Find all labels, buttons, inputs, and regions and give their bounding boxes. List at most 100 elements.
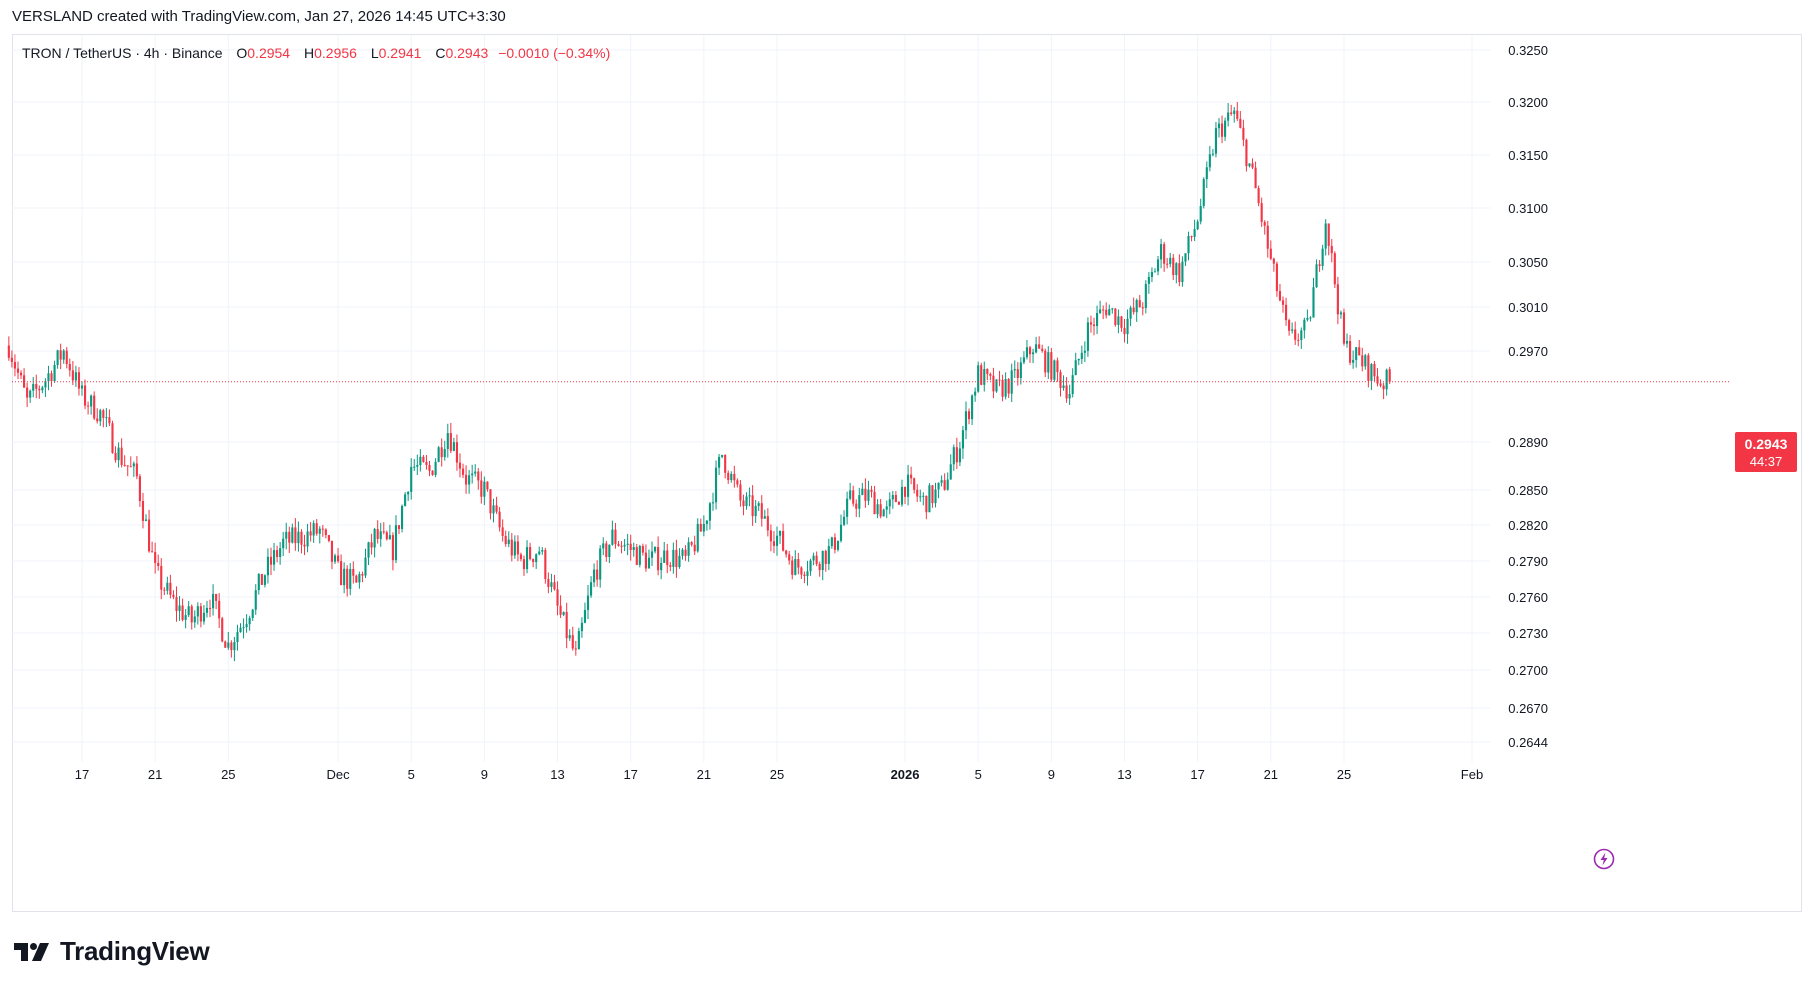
candle-body <box>1013 369 1016 371</box>
candle-body <box>593 569 596 583</box>
candle-body <box>1135 300 1138 313</box>
candle-body <box>885 506 888 510</box>
candle-body <box>370 542 373 548</box>
candle-body <box>26 387 29 398</box>
candle-body <box>882 509 885 517</box>
candle-body <box>1224 120 1227 137</box>
candle-body <box>992 375 995 392</box>
candle-body <box>818 564 821 571</box>
x-tick-label: 9 <box>481 767 488 782</box>
candle-body <box>1239 118 1242 128</box>
candle-body <box>190 606 193 623</box>
candle-body <box>248 617 251 625</box>
candle-body <box>1169 257 1172 265</box>
candle-body <box>754 505 757 517</box>
candle-body <box>638 546 641 565</box>
candle-body <box>602 543 605 549</box>
candle-body <box>413 466 416 468</box>
y-tick-label: 0.3150 <box>1508 148 1548 163</box>
y-tick-label: 0.3010 <box>1508 300 1548 315</box>
high-value: 0.2956 <box>314 45 357 61</box>
candle-body <box>346 568 349 589</box>
candle-body <box>437 447 440 462</box>
candle-body <box>474 471 477 474</box>
candle-body <box>1355 347 1358 360</box>
candle-body <box>74 372 77 381</box>
candle-body <box>800 567 803 575</box>
brand-footer[interactable]: TradingView <box>14 936 210 967</box>
candle-body <box>504 535 507 545</box>
candle-body <box>379 531 382 539</box>
candle-body <box>867 489 870 501</box>
symbol-label[interactable]: TRON / TetherUS · 4h · Binance <box>22 45 223 61</box>
candle-body <box>541 550 544 552</box>
y-tick-label: 0.3050 <box>1508 255 1548 270</box>
candle-body <box>1153 271 1157 273</box>
candle-body <box>852 490 855 504</box>
candle-body <box>10 357 13 363</box>
candle-body <box>1150 271 1154 278</box>
candle-body <box>1144 283 1147 308</box>
lightning-icon[interactable] <box>1593 848 1615 870</box>
candle-body <box>1080 352 1083 359</box>
candle-body <box>154 552 157 563</box>
candle-body <box>672 549 675 567</box>
candle-body <box>1199 205 1202 222</box>
candle-body <box>117 447 120 461</box>
candle-body <box>1291 329 1294 331</box>
candle-body <box>1385 369 1388 390</box>
candle-body <box>1324 223 1327 249</box>
candle-body <box>1019 362 1022 378</box>
candle-body <box>1214 128 1218 154</box>
candle-body <box>1120 316 1123 328</box>
candle-body <box>833 537 836 550</box>
candle-body <box>1172 257 1175 276</box>
candle-body <box>355 575 358 583</box>
candle-body <box>1339 312 1342 315</box>
candle-body <box>239 627 242 633</box>
candle-body <box>949 464 952 480</box>
candle-body <box>919 496 922 498</box>
candle-body <box>696 523 699 552</box>
candle-body <box>1345 340 1349 344</box>
candle-body <box>1245 139 1248 167</box>
candle-body <box>65 350 68 364</box>
candle-body <box>330 540 334 562</box>
candle-body <box>858 495 861 509</box>
candle-body <box>510 539 513 556</box>
x-tick-label: Feb <box>1461 767 1483 782</box>
candle-body <box>422 456 425 463</box>
candle-body <box>748 495 751 497</box>
candle-body <box>565 611 568 639</box>
candle-body <box>1050 352 1053 380</box>
candle-body <box>611 529 614 545</box>
candle-body <box>400 505 404 529</box>
candle-body <box>425 462 428 466</box>
candle-body <box>891 495 894 500</box>
candle-body <box>1016 369 1019 378</box>
candle-body <box>123 464 126 466</box>
y-tick-label: 0.2730 <box>1508 626 1548 641</box>
candle-body <box>47 373 50 382</box>
candle-body <box>83 385 87 406</box>
candle-body <box>1041 348 1044 351</box>
candle-body <box>175 597 178 611</box>
y-tick-label: 0.2820 <box>1508 518 1548 533</box>
candle-body <box>114 452 117 461</box>
candle-body <box>1211 153 1214 155</box>
candle-body <box>1300 330 1303 341</box>
candle-body <box>461 468 465 475</box>
candle-body <box>617 544 620 546</box>
candle-body <box>282 538 285 549</box>
y-tick-label: 0.2890 <box>1508 435 1548 450</box>
candle-body <box>873 491 876 515</box>
candle-body <box>1242 127 1245 140</box>
candle-body <box>471 473 474 476</box>
candle-body <box>41 387 44 391</box>
candle-body <box>87 405 90 407</box>
candle-body <box>1358 347 1361 356</box>
candle-body <box>1312 287 1315 318</box>
brand-name: TradingView <box>60 936 210 966</box>
candle-body <box>1342 312 1346 344</box>
